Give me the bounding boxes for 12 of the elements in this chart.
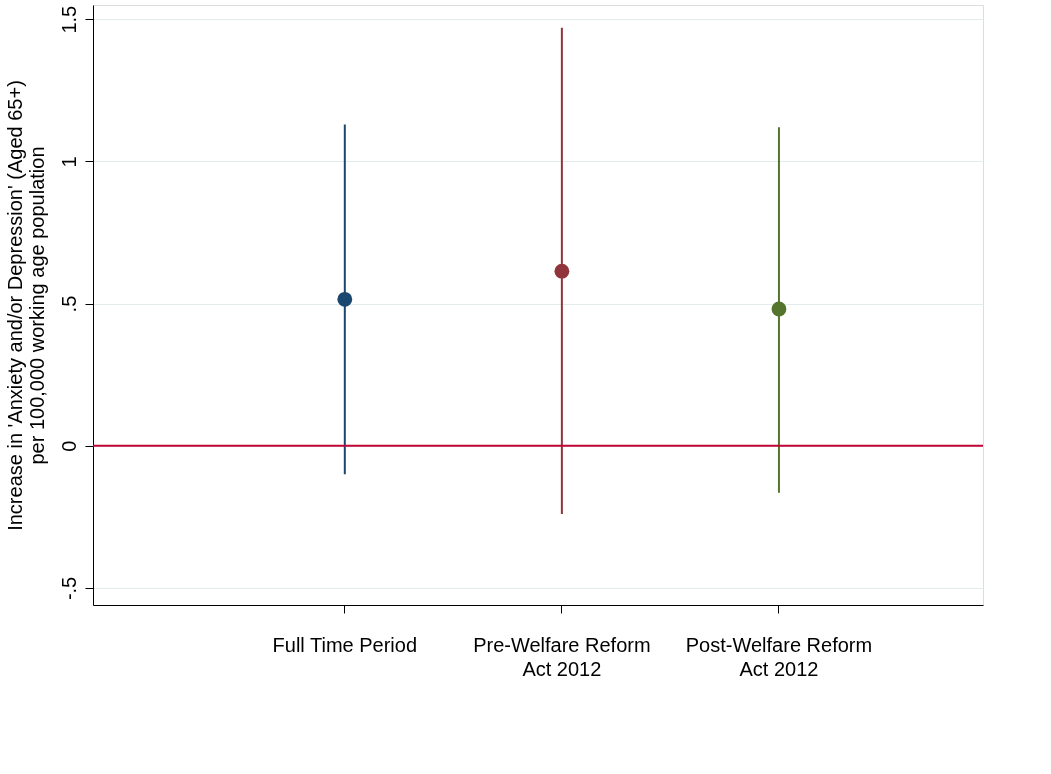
- point: [337, 291, 353, 307]
- y-tick-label: .5: [57, 295, 80, 313]
- x-tick-label: Post-Welfare Reform Act 2012: [685, 633, 873, 680]
- y-tick-label: 1: [57, 156, 80, 168]
- y-tick-label: 0: [57, 440, 80, 452]
- point: [554, 263, 570, 279]
- x-tick-label: Full Time Period: [272, 633, 418, 656]
- point: [771, 301, 787, 317]
- x-tick-label: Pre-Welfare Reform Act 2012: [473, 633, 651, 680]
- y-tick-label: 1.5: [57, 5, 80, 34]
- y-axis-title: Increase in 'Anxiety and/or Depression' (Aged 65+) per 100,000 working age population: [3, 80, 48, 531]
- y-tick-label: -.5: [57, 576, 80, 601]
